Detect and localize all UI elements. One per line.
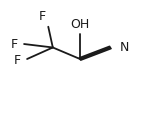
Text: F: F xyxy=(39,10,46,23)
Text: F: F xyxy=(11,38,18,51)
Text: F: F xyxy=(14,54,21,67)
Text: N: N xyxy=(120,41,130,54)
Text: OH: OH xyxy=(70,18,90,31)
